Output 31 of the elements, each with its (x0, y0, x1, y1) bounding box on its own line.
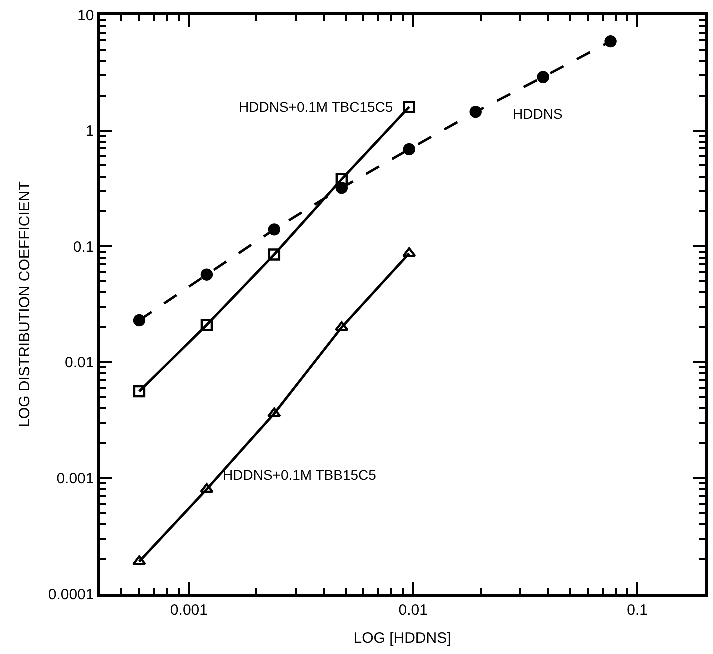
point (335, 321, 349, 332)
series-label: HDDNS (513, 106, 563, 122)
point (470, 106, 482, 118)
point (268, 248, 281, 261)
x-axis-title: LOG [HDDNS] (354, 630, 452, 647)
series-label: HDDNS+0.1M TBC15C5 (239, 99, 394, 115)
x-tick-label: 0.001 (170, 602, 208, 619)
y-tick-label: 0.01 (65, 354, 94, 372)
y-tick-label: 10 (78, 7, 94, 24)
point (537, 71, 550, 84)
point (402, 248, 416, 258)
y-tick-label: 0.0001 (48, 586, 94, 604)
y-tick-label: 1 (86, 123, 94, 140)
point (403, 101, 416, 114)
point (133, 385, 146, 398)
x-tick-label: 0.01 (398, 602, 428, 619)
series-label: HDDNS+0.1M TBB15C5 (223, 467, 377, 483)
point (133, 314, 146, 327)
point (200, 268, 214, 281)
point (200, 318, 214, 332)
point (268, 224, 281, 236)
point (336, 173, 348, 186)
point (132, 556, 146, 566)
y-tick-label: 0.1 (73, 238, 94, 256)
x-tick-label: 0.1 (627, 602, 648, 619)
y-axis-title: LOG DISTRIBUTION COEFFICIENT (16, 182, 34, 428)
point (604, 35, 617, 48)
point (403, 143, 416, 156)
y-tick-label: 0.001 (56, 470, 94, 488)
point (200, 483, 214, 494)
point (268, 408, 282, 418)
